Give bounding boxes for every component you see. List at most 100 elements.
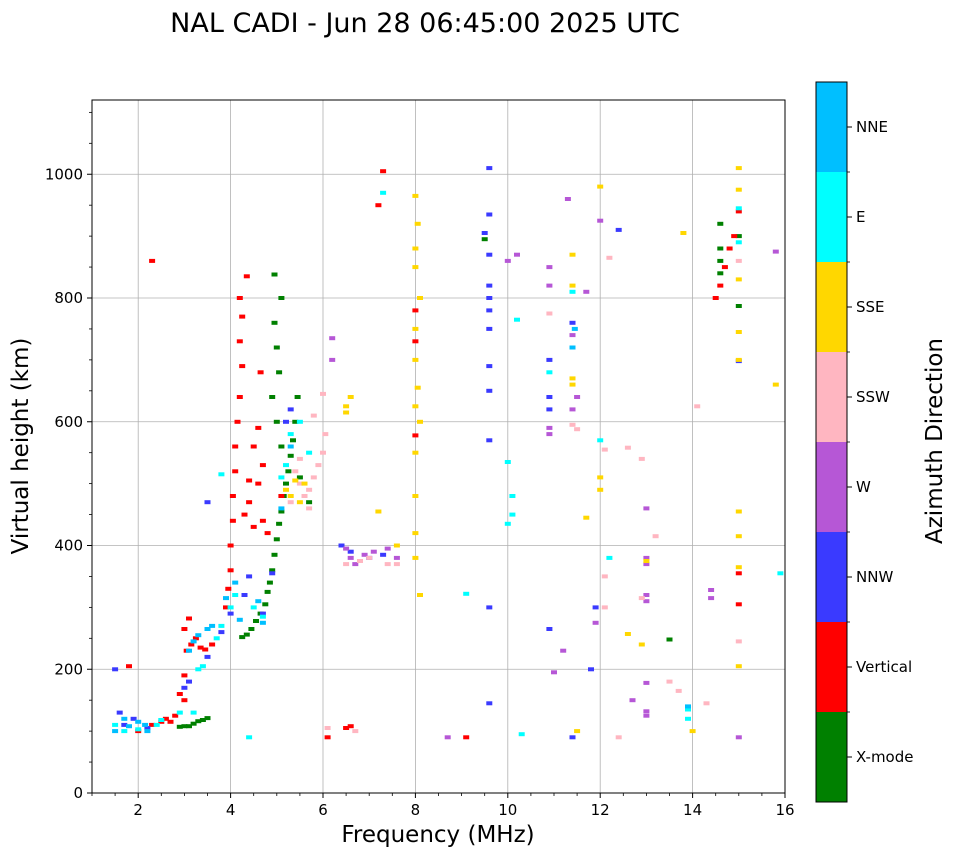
point-nnw [615,227,622,232]
point-x-mode [717,258,724,263]
point-w [583,289,590,294]
point-sse [735,330,742,334]
point-vertical [735,209,742,214]
point-w [643,680,650,685]
x-tick-label: 10 [498,801,517,819]
point-vertical [257,370,264,375]
point-nnw [546,357,553,362]
point-e [509,494,516,498]
point-vertical [186,616,192,621]
point-vertical [227,543,234,548]
point-sse [735,509,742,514]
point-sse [283,487,289,492]
point-w [564,197,571,201]
point-x-mode [186,724,192,729]
point-ssw [343,562,350,567]
colorbar-swatch [816,622,847,712]
point-ssw [624,445,631,450]
point-w [384,546,391,551]
point-nne [236,617,243,622]
point-w [708,596,715,601]
point-vertical [250,524,257,529]
colorbar-tick-label: E [856,208,865,226]
point-nnw [338,543,345,548]
point-nne [232,580,239,585]
point-x-mode [204,716,211,721]
point-nnw [241,593,248,597]
point-e [514,317,520,322]
point-w [643,593,650,597]
point-x-mode [273,537,280,542]
point-x-mode [176,724,183,729]
point-nnw [486,605,493,610]
grid-lines [92,100,786,794]
point-nne [112,729,119,734]
point-ssw [296,456,303,461]
point-e [685,716,691,721]
point-ssw [320,450,326,455]
point-x-mode [285,469,292,474]
point-vertical [176,692,183,696]
point-e [218,623,225,628]
point-nne [190,639,197,644]
point-sse [569,376,576,381]
point-sse [412,450,419,455]
point-w [597,218,604,223]
point-ssw [694,404,701,409]
point-x-mode [276,521,283,526]
point-e [218,472,225,477]
point-sse [735,357,742,362]
axes: 2 4 6 8 10 12 14 16 0 200 400 600 800 1000 [45,111,795,819]
point-vertical [181,698,188,703]
point-ssw [601,605,608,610]
colorbar-swatch [816,442,847,532]
point-vertical [239,364,246,369]
point-x-mode [266,580,273,585]
x-tick-label: 16 [775,801,794,819]
point-w [735,735,742,740]
point-sse [343,404,350,409]
colorbar-label: Azimuth Direction [922,338,948,544]
point-nne [144,729,151,734]
colorbar-frame [815,81,848,803]
point-vertical [246,500,253,505]
point-w [444,735,451,740]
colorbar-tick-label: SSW [856,388,890,406]
point-e [176,710,183,715]
point-sse [412,193,419,198]
point-x-mode [481,237,488,242]
point-w [643,599,650,604]
point-vertical [380,169,387,174]
point-vertical [324,735,331,740]
point-nnw [546,627,553,631]
point-x-mode [271,552,278,557]
colorbar: X-mode Vertical NNW W SSW SSE E NNE [815,81,913,803]
point-ssw [296,481,303,486]
data-points [112,166,784,740]
point-e [259,614,266,619]
point-ssw [615,735,622,740]
point-vertical [278,494,285,498]
point-sse [597,475,604,480]
point-nnw [569,735,576,740]
point-w [504,258,511,263]
point-vertical [227,568,234,573]
point-vertical [412,339,419,344]
point-nnw [486,252,493,257]
point-sse [735,277,742,282]
point-vertical [126,664,132,669]
point-nnw [204,654,211,659]
point-ssw [652,534,659,539]
point-nnw [486,364,493,369]
point-nnw [486,212,493,217]
point-nnw [486,166,493,171]
point-x-mode [287,453,294,458]
y-tick-label: 200 [54,660,83,678]
point-x-mode [276,370,283,375]
colorbar-tick-label: X-mode [856,748,913,766]
point-nne [569,345,576,350]
point-vertical [234,419,241,424]
point-x-mode [271,272,278,277]
point-ssw [638,456,645,461]
point-vertical [255,481,262,486]
